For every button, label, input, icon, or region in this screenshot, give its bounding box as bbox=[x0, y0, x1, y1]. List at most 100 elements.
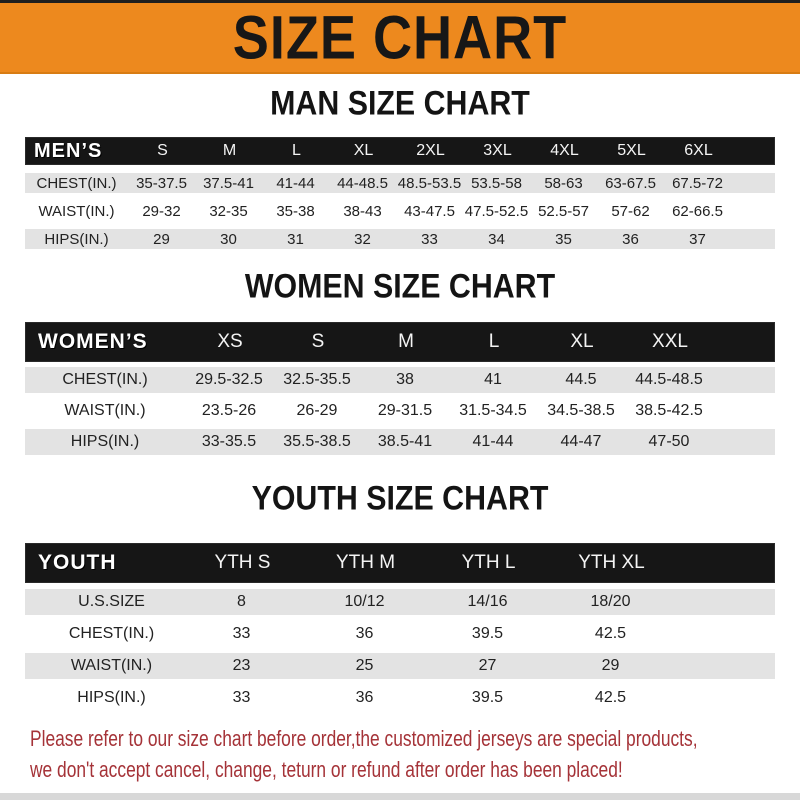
value-cell: 36 bbox=[355, 625, 374, 642]
value-cell: 29.5-32.5 bbox=[195, 371, 263, 388]
value-cell: 32 bbox=[354, 230, 371, 248]
value-cell: 29 bbox=[601, 657, 620, 674]
value-cell: 39.5 bbox=[471, 625, 504, 642]
size-header-cell: L bbox=[488, 331, 500, 352]
size-header-cell: S bbox=[311, 331, 325, 352]
size-header-cell: 3XL bbox=[483, 142, 512, 159]
value-cell: 31.5-34.5 bbox=[459, 402, 527, 419]
value-cell: 39.5 bbox=[471, 689, 504, 706]
value-cell: 25 bbox=[355, 657, 374, 674]
value-cell: 53.5-58 bbox=[471, 174, 522, 192]
size-header-cell: XXL bbox=[652, 331, 688, 352]
value-cell: 41-44 bbox=[276, 174, 315, 192]
row-label: CHEST(IN.) bbox=[68, 625, 155, 642]
row-label: WAIST(IN.) bbox=[64, 402, 146, 419]
value-cell: 23.5-26 bbox=[201, 402, 257, 419]
value-cell: 38.5-42.5 bbox=[635, 402, 703, 419]
size-header-cell: S bbox=[157, 142, 168, 159]
value-cell: 34 bbox=[488, 230, 505, 248]
value-cell: 36 bbox=[622, 230, 639, 248]
order-notice-line2: we don't accept cancel, change, teturn o… bbox=[30, 757, 623, 782]
value-cell: 31 bbox=[287, 230, 304, 248]
row-label: CHEST(IN.) bbox=[62, 371, 148, 388]
value-cell: 18/20 bbox=[590, 593, 631, 610]
youth-group-label: YOUTH bbox=[38, 551, 117, 574]
value-cell: 47-50 bbox=[648, 433, 690, 450]
value-cell: 29-31.5 bbox=[377, 402, 433, 419]
value-cell: 42.5 bbox=[594, 625, 627, 642]
size-header-cell: YTH XL bbox=[578, 552, 645, 573]
value-cell: 67.5-72 bbox=[672, 174, 723, 192]
men-waist-row: WAIST(IN.) 29-32 32-35 35-38 38-43 43-47… bbox=[25, 201, 775, 221]
size-header-cell: XL bbox=[353, 142, 374, 159]
men-table-header: MEN’S S M L XL 2XL 3XL 4XL 5XL 6XL bbox=[25, 137, 775, 165]
men-size-table: MEN’S S M L XL 2XL 3XL 4XL 5XL 6XL CHEST… bbox=[25, 137, 775, 249]
value-cell: 34.5-38.5 bbox=[547, 402, 615, 419]
value-cell: 33-35.5 bbox=[201, 433, 257, 450]
value-cell: 35-38 bbox=[276, 202, 315, 220]
size-header-cell: M bbox=[222, 142, 237, 159]
youth-section-title: YOUTH SIZE CHART bbox=[251, 478, 549, 517]
value-cell: 37.5-41 bbox=[203, 174, 254, 192]
order-notice-line1: Please refer to our size chart before or… bbox=[30, 726, 698, 751]
value-cell: 48.5-53.5 bbox=[397, 174, 462, 192]
value-cell: 23 bbox=[232, 657, 251, 674]
value-cell: 38.5-41 bbox=[377, 433, 433, 450]
youth-table-header: YOUTH YTH S YTH M YTH L YTH XL bbox=[25, 543, 775, 583]
row-label: HIPS(IN.) bbox=[70, 433, 140, 450]
women-chest-row: CHEST(IN.) 29.5-32.5 32.5-35.5 38 41 44.… bbox=[25, 367, 775, 393]
size-header-cell: XS bbox=[217, 331, 243, 352]
women-hips-row: HIPS(IN.) 33-35.5 35.5-38.5 38.5-41 41-4… bbox=[25, 429, 775, 455]
men-group-label: MEN’S bbox=[34, 139, 103, 162]
size-header-cell: XL bbox=[570, 331, 594, 352]
row-label: WAIST(IN.) bbox=[38, 202, 115, 220]
men-hips-row: HIPS(IN.) 29 30 31 32 33 34 35 36 37 bbox=[25, 229, 775, 249]
row-label: HIPS(IN.) bbox=[77, 689, 146, 706]
value-cell: 38 bbox=[396, 371, 414, 388]
youth-hips-row: HIPS(IN.) 33 36 39.5 42.5 bbox=[25, 685, 775, 711]
value-cell: 33 bbox=[232, 625, 251, 642]
row-label: U.S.SIZE bbox=[78, 593, 145, 610]
size-header-cell: YTH M bbox=[335, 552, 396, 573]
women-waist-row: WAIST(IN.) 23.5-26 26-29 29-31.5 31.5-34… bbox=[25, 398, 775, 424]
row-label: HIPS(IN.) bbox=[44, 230, 109, 248]
women-section-title: WOMEN SIZE CHART bbox=[244, 266, 556, 305]
youth-ussize-row: U.S.SIZE 8 10/12 14/16 18/20 bbox=[25, 589, 775, 615]
value-cell: 44-48.5 bbox=[337, 174, 388, 192]
value-cell: 62-66.5 bbox=[672, 202, 723, 220]
value-cell: 8 bbox=[237, 593, 246, 610]
value-cell: 29-32 bbox=[142, 202, 181, 220]
value-cell: 14/16 bbox=[467, 593, 508, 610]
size-header-cell: YTH S bbox=[214, 552, 271, 573]
size-header-cell: M bbox=[398, 331, 414, 352]
size-header-cell: 4XL bbox=[550, 142, 579, 159]
value-cell: 35-37.5 bbox=[136, 174, 187, 192]
value-cell: 44-47 bbox=[560, 433, 602, 450]
value-cell: 52.5-57 bbox=[538, 202, 589, 220]
value-cell: 29 bbox=[153, 230, 170, 248]
value-cell: 33 bbox=[232, 689, 251, 706]
value-cell: 44.5-48.5 bbox=[635, 371, 703, 388]
size-chart-banner: SIZE CHART bbox=[0, 0, 800, 74]
value-cell: 10/12 bbox=[344, 593, 385, 610]
value-cell: 37 bbox=[689, 230, 706, 248]
bottom-edge-strip bbox=[0, 793, 800, 800]
value-cell: 42.5 bbox=[594, 689, 627, 706]
size-header-cell: L bbox=[292, 142, 301, 159]
women-table-header: WOMEN’S XS S M L XL XXL bbox=[25, 322, 775, 362]
size-header-cell: YTH L bbox=[461, 552, 516, 573]
row-label: WAIST(IN.) bbox=[70, 657, 153, 674]
youth-waist-row: WAIST(IN.) 23 25 27 29 bbox=[25, 653, 775, 679]
size-header-cell: 6XL bbox=[684, 142, 713, 159]
value-cell: 41 bbox=[484, 371, 502, 388]
size-header-cell: 2XL bbox=[416, 142, 445, 159]
value-cell: 35.5-38.5 bbox=[283, 433, 351, 450]
value-cell: 41-44 bbox=[472, 433, 514, 450]
value-cell: 27 bbox=[478, 657, 497, 674]
value-cell: 47.5-52.5 bbox=[464, 202, 529, 220]
value-cell: 32.5-35.5 bbox=[283, 371, 351, 388]
value-cell: 38-43 bbox=[343, 202, 382, 220]
value-cell: 30 bbox=[220, 230, 237, 248]
youth-size-table: YOUTH YTH S YTH M YTH L YTH XL U.S.SIZE … bbox=[25, 543, 775, 711]
